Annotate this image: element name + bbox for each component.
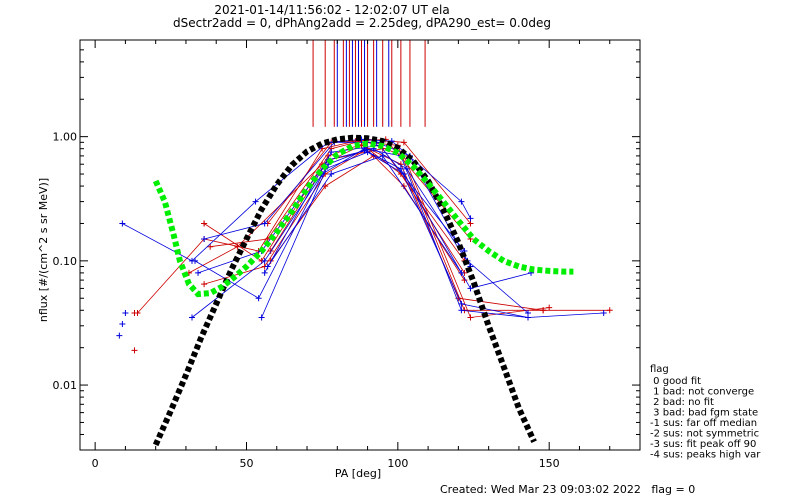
red-point-1-6 [546, 304, 553, 311]
blue-series-3 [197, 148, 471, 274]
blue-point-7-1 [328, 171, 335, 178]
y-tick-label-0: 0.01 [53, 379, 78, 392]
red-series-1 [203, 141, 550, 318]
red-point-4-5 [467, 220, 474, 227]
red-isolated-point-2 [201, 220, 208, 227]
blue-point-2-0 [192, 257, 199, 264]
blue-point-2-1 [255, 295, 262, 302]
legend-entry-1: 1 bad: not converge [650, 387, 754, 398]
blue-point-1-0 [189, 314, 195, 321]
red-series-2 [188, 144, 544, 311]
blue-point-5-4 [458, 300, 465, 307]
red-point-2-1 [234, 243, 241, 250]
flag-legend: flag 0 good fit 1 bad: not converge 2 ba… [650, 364, 761, 461]
legend-entry-2: 2 bad: no fit [650, 397, 714, 408]
red-point-2-6 [540, 307, 547, 314]
chart-title-line1: 2021-01-14/11:56:02 - 12:02:07 UT ela [214, 3, 449, 17]
plot-area [116, 40, 613, 447]
blue-point-0-7 [467, 215, 474, 222]
blue-series-1 [191, 148, 604, 318]
red-series-4 [210, 138, 471, 248]
blue-point-6-0 [261, 269, 268, 276]
chart-title-line2: dSectr2add = 0, dPhAng2add = 2.25deg, dP… [173, 16, 551, 30]
red-series-3 [203, 148, 465, 285]
blue-isolated-point-2 [122, 310, 129, 317]
legend-entry-7: -4 sus: peaks high var [650, 450, 761, 461]
x-tick-label-1: 50 [239, 457, 253, 470]
legend-entry-5: -2 sus: not symmetric [650, 429, 759, 440]
red-point-5-0 [267, 257, 274, 264]
blue-point-4-1 [261, 220, 268, 227]
plot-frame [79, 39, 641, 451]
blue-point-5-0 [258, 314, 265, 321]
green-fit-curve [152, 140, 574, 298]
red-point-1-5 [467, 314, 474, 321]
y-axis-label: nflux [#/(cm^2 s sr MeV)] [37, 178, 50, 322]
x-tick-label-3: 150 [539, 457, 560, 470]
blue-point-7-3 [458, 269, 465, 276]
blue-point-0-6 [458, 198, 465, 205]
blue-point-0-2 [252, 198, 259, 205]
blue-series-7 [267, 155, 462, 274]
axes: 0 50 100 150 0.01 0.10 1.00 [53, 39, 641, 470]
x-tick-label-0: 0 [92, 457, 99, 470]
blue-isolated-point-0 [116, 332, 123, 339]
blue-series-6 [264, 144, 465, 274]
legend-entry-3: 3 bad: bad fgm state [650, 408, 758, 419]
blue-point-5-5 [525, 314, 531, 321]
blue-point-3-4 [403, 165, 410, 172]
red-point-3-0 [201, 281, 208, 288]
y-tick-label-1: 0.10 [53, 255, 78, 268]
blue-point-1-1 [261, 257, 268, 264]
red-series-6 [267, 138, 471, 240]
blue-point-4-0 [201, 235, 208, 242]
red-isolated-point-0 [131, 347, 138, 354]
legend-entry-6: -3 sus: fit peak off 90 [650, 439, 756, 450]
y-tick-label-2: 1.00 [53, 131, 78, 144]
x-tick-label-2: 100 [387, 457, 408, 470]
legend-title: flag [650, 364, 669, 375]
blue-point-1-5 [458, 307, 465, 314]
blue-point-2-5 [467, 285, 474, 292]
legend-entry-4: -1 sus: far off median [650, 418, 757, 429]
red-point-0-8 [606, 307, 613, 314]
legend-entry-0: 0 good fit [650, 376, 701, 387]
red-point-4-4 [400, 139, 407, 146]
blue-isolated-point-1 [119, 321, 126, 328]
footer-created: Created: Wed Mar 23 09:03:02 2022 flag =… [440, 483, 695, 496]
red-series-0 [137, 140, 610, 314]
blue-point-1-7 [600, 310, 607, 317]
blue-series-5 [261, 149, 529, 318]
x-axis-label: PA [deg] [335, 467, 381, 480]
black-fit-curve [152, 134, 537, 447]
blue-point-5-2 [361, 147, 368, 154]
red-point-4-0 [207, 243, 214, 250]
blue-point-0-0 [119, 220, 126, 227]
blue-point-7-0 [264, 263, 271, 270]
blue-point-7-2 [379, 152, 386, 159]
blue-series-4 [204, 141, 529, 314]
blue-point-3-0 [195, 269, 202, 276]
red-isolated-point-1 [131, 310, 138, 317]
blue-point-6-1 [328, 149, 335, 156]
